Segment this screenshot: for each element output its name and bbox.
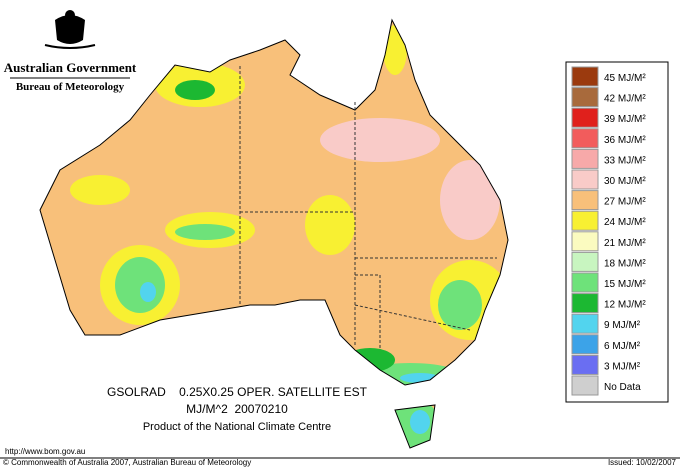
footer-url: http://www.bom.gov.au (5, 447, 85, 456)
bureau: Bureau of Meteorology (16, 81, 125, 93)
legend-label: 6 MJ/M² (604, 341, 641, 352)
legend-label: 3 MJ/M² (604, 361, 641, 372)
legend-label: 30 MJ/M² (604, 176, 646, 187)
legend-swatch (571, 354, 599, 375)
legend-swatch (571, 272, 599, 293)
legend-swatch (571, 251, 599, 272)
legend-label: 24 MJ/M² (604, 217, 646, 228)
legend-swatch (571, 66, 599, 87)
legend-label: No Data (604, 382, 641, 393)
crest (44, 10, 96, 49)
caption-centre: Product of the National Climate Centre (143, 421, 331, 433)
state-borders (239, 66, 497, 350)
caption-product: GSOLRAD 0.25X0.25 OPER. SATELLITE EST (107, 385, 368, 399)
legend-swatch (571, 190, 599, 211)
government: Australian Government (4, 60, 137, 75)
legend-swatch (571, 87, 599, 108)
legend-swatch (571, 128, 599, 149)
legend-swatch (571, 210, 599, 231)
legend-label: 36 MJ/M² (604, 135, 646, 146)
legend-swatch (571, 293, 599, 314)
caption-units: MJ/M^2 20070210 (186, 402, 288, 416)
legend-label: 39 MJ/M² (604, 114, 646, 125)
legend-label: 9 MJ/M² (604, 320, 641, 331)
legend-swatch (571, 148, 599, 169)
footer-copyright: © Commonwealth of Australia 2007, Austra… (3, 458, 251, 467)
legend-label: 45 MJ/M² (604, 73, 646, 84)
legend-label: 21 MJ/M² (604, 238, 646, 249)
legend-swatch (571, 169, 599, 190)
legend-label: 27 MJ/M² (604, 197, 646, 208)
legend-swatch (571, 107, 599, 128)
legend-swatch (571, 313, 599, 334)
footer-issued: Issued: 10/02/2007 (608, 458, 677, 467)
coastline (39, 18, 509, 449)
legend-label: 12 MJ/M² (604, 300, 646, 311)
legend-swatch (571, 231, 599, 252)
legend-label: 18 MJ/M² (604, 258, 646, 269)
legend-swatch (571, 375, 599, 396)
legend-label: 15 MJ/M² (604, 279, 646, 290)
legend-label: 42 MJ/M² (604, 94, 646, 105)
legend-label: 33 MJ/M² (604, 155, 646, 166)
legend-swatch (571, 334, 599, 355)
legend: 45 MJ/M² 42 MJ/M² 39 MJ/M² 36 MJ/M² 33 MJ/M²… (571, 66, 646, 396)
